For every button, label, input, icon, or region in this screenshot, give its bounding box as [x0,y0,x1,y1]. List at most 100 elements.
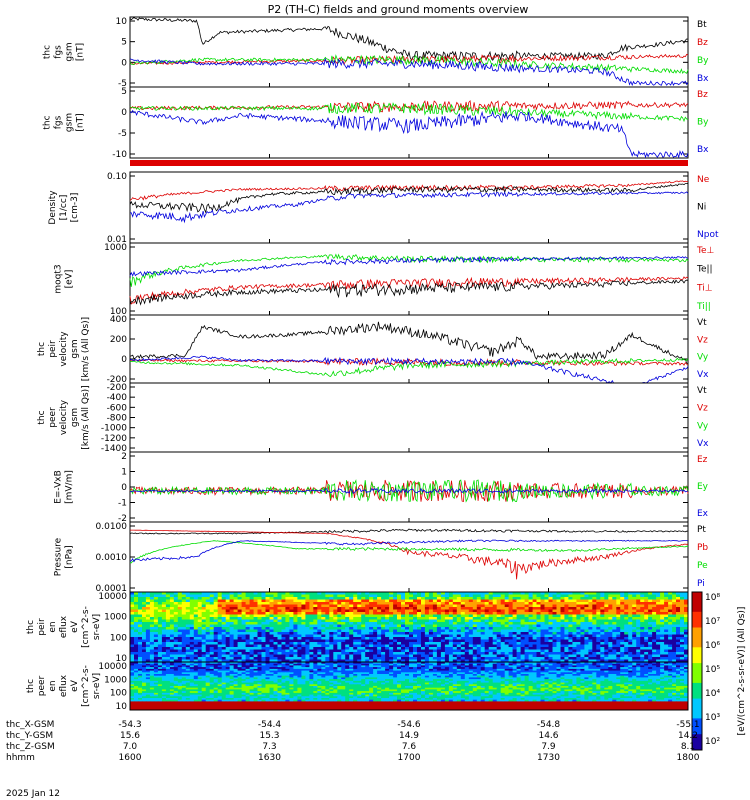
heatmap-cell [604,594,609,598]
heatmap-cell [145,624,151,628]
heatmap-cell [361,647,366,650]
heatmap-cell [233,654,239,658]
ylabel-line: thc [43,115,53,129]
heatmap-cell [568,632,573,635]
heatmap-cell [604,592,609,595]
heatmap-cell [397,612,402,615]
heatmap-cell [584,649,589,653]
heatmap-cell [373,667,378,670]
heatmap-cell [452,652,458,655]
heatmap-cell [660,634,665,638]
heatmap-cell [417,612,422,615]
heatmap-cell [656,634,661,638]
heatmap-cell [636,647,641,650]
heatmap-cell [424,592,430,595]
heatmap-cell [333,612,338,615]
heatmap-cell [269,609,274,613]
heatmap-cell [213,594,219,598]
panel-ion-spectrogram: thcpeirenefluxeV[cm^2-s-sr-eV]1000010001… [26,591,689,664]
heatmap-cell [413,657,418,660]
heatmap-cell [293,627,298,630]
heatmap-cell [269,649,274,653]
heatmap-cell [277,670,282,673]
heatmap-cell [289,670,294,673]
heatmap-cell [413,639,418,643]
heatmap-cell [309,639,314,643]
heatmap-cell [452,665,458,668]
heatmap-cell [389,632,394,635]
heatmap-cell [624,594,629,598]
heatmap-cell [285,652,290,655]
heatmap-cell [233,634,239,638]
heatmap-cell [528,634,534,638]
ylabel-line: [eV] [65,270,75,289]
heatmap-cell [321,617,326,620]
heatmap-cell [177,619,183,623]
heatmap-cell [309,637,314,640]
heatmap-cell [369,654,374,658]
heatmap-cell [142,634,147,638]
heatmap-cell [265,637,270,640]
heatmap-cell [528,617,534,620]
heatmap-cell [612,624,617,628]
heatmap-cell [484,604,490,608]
heatmap-cell [572,667,577,670]
legend-bx: Bx [697,145,709,155]
heatmap-cell [672,619,677,623]
heatmap-cell [161,647,167,650]
heatmap-cell [436,670,442,673]
heatmap-cell [297,624,302,628]
heatmap-cell [349,670,354,673]
heatmap-cell [492,599,498,603]
heatmap-cell [241,592,247,595]
heatmap-cell [165,662,171,665]
heatmap-cell [644,622,649,625]
heatmap-cell [564,644,569,648]
heatmap-cell [269,639,274,643]
heatmap-cell [301,604,306,608]
heatmap-cell [472,624,478,628]
heatmap-cell [233,624,239,628]
heatmap-cell [325,632,330,635]
heatmap-cell [520,597,526,600]
heatmap-cell [385,619,390,623]
heatmap-cell [568,668,573,672]
heatmap-cell [424,607,430,610]
heatmap-cell [329,642,334,645]
heatmap-cell [560,647,565,650]
heatmap-cell [221,634,227,638]
heatmap-cell [660,622,665,625]
heatmap-cell [456,667,462,670]
heatmap-cell [249,637,255,640]
heatmap-cell [209,599,215,603]
heatmap-cell [548,647,553,650]
heatmap-cell [161,657,167,660]
heatmap-cell [313,659,318,663]
heatmap-cell [652,644,657,648]
heatmap-cell [544,619,549,623]
heatmap-cell [560,652,565,655]
heatmap-cell [632,597,637,600]
heatmap-cell [536,649,541,653]
heatmap-cell [421,624,426,628]
heatmap-cell [365,642,370,645]
heatmap-cell [440,614,446,618]
heatmap-cell [528,599,534,603]
heatmap-cell [636,652,641,655]
heatmap-cell [652,652,657,655]
heatmap-cell [397,662,402,665]
heatmap-cell [221,622,227,625]
heatmap-cell [365,662,370,665]
heatmap-cell [504,639,510,643]
heatmap-cell [377,612,382,615]
heatmap-cell [476,657,482,660]
heatmap-cell [341,642,346,645]
heatmap-cell [273,644,278,648]
heatmap-cell [464,647,470,650]
heatmap-cell [552,594,557,598]
heatmap-cell [421,614,426,618]
heatmap-cell [440,612,446,615]
heatmap-cell [365,617,370,620]
heatmap-cell [309,614,314,618]
heatmap-cell [130,663,135,666]
